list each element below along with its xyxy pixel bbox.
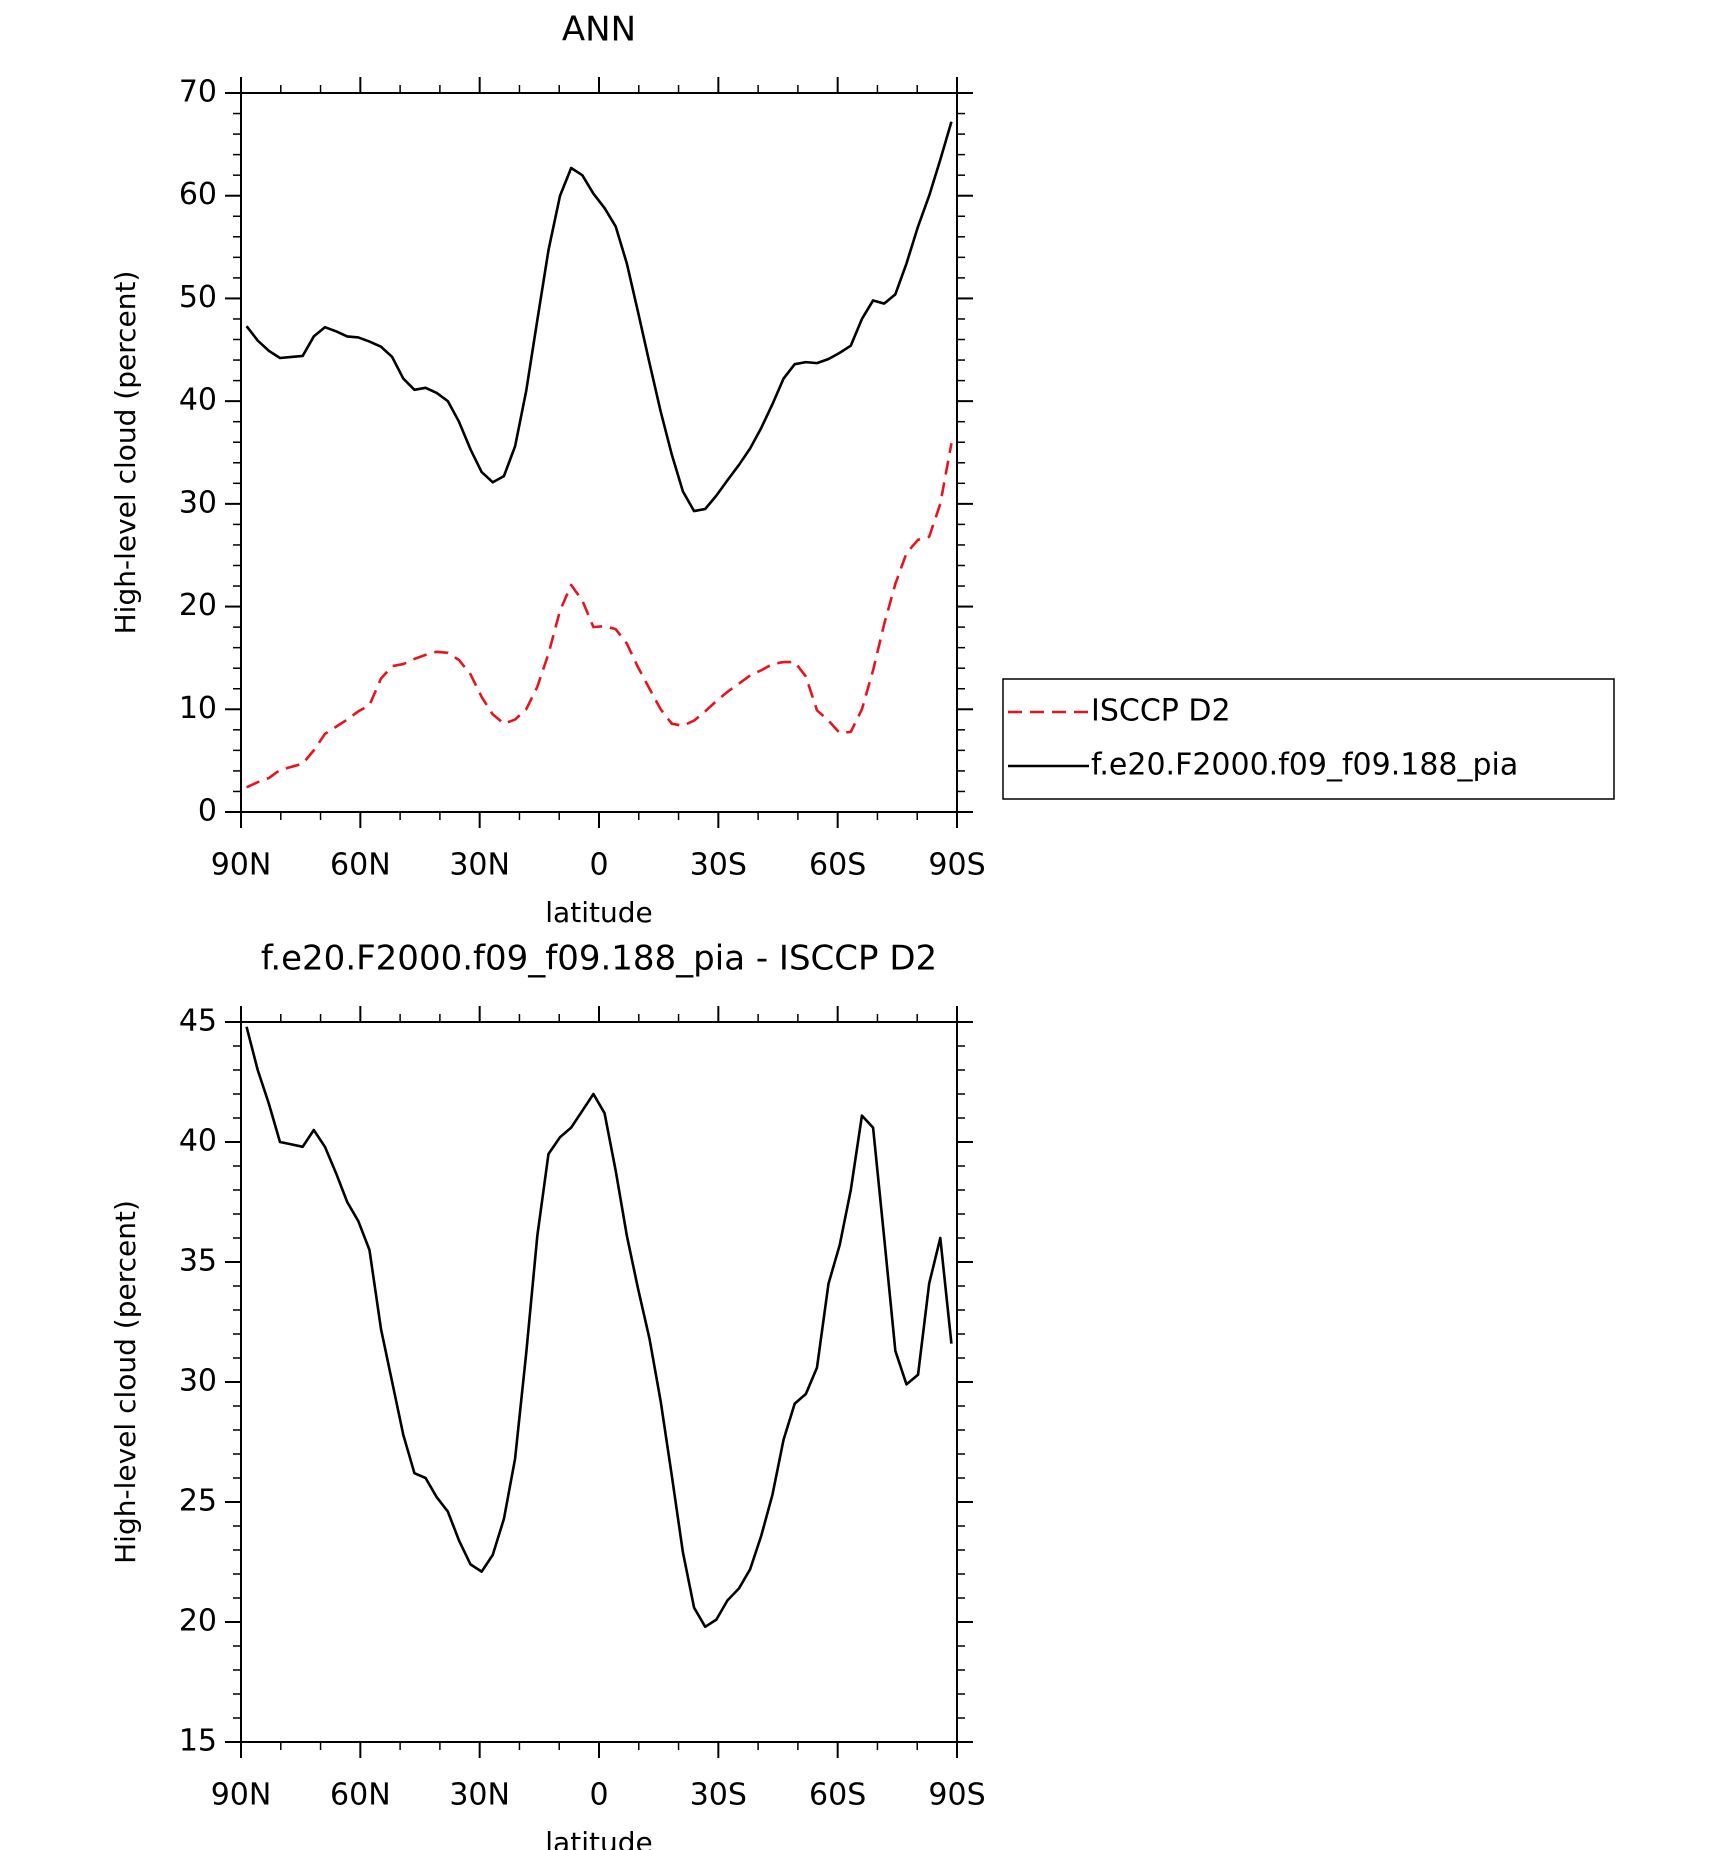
y-tick-label: 10 — [179, 691, 217, 726]
y-tick-label: 60 — [179, 177, 217, 212]
y-tick-label: 40 — [179, 383, 217, 418]
y-tick-label: 20 — [179, 588, 217, 623]
x-tick-label: 60N — [330, 848, 391, 883]
legend-box — [1002, 678, 1615, 800]
x-tick-label: 90N — [211, 848, 272, 883]
x-tick-label: 30S — [690, 848, 747, 883]
y-tick-label: 25 — [179, 1484, 217, 1519]
x-tick-label: 0 — [589, 848, 608, 883]
plot-frame — [240, 92, 958, 813]
data-line — [246, 443, 953, 789]
y-tick-label: 30 — [179, 1364, 217, 1399]
y-tick-label: 35 — [179, 1244, 217, 1279]
y-tick-label: 15 — [179, 1724, 217, 1759]
x-tick-label: 90S — [928, 848, 985, 883]
x-tick-label: 60S — [809, 848, 866, 883]
y-axis-label: High-level cloud (percent) — [109, 1200, 142, 1564]
x-tick-label: 30N — [449, 848, 510, 883]
y-tick-label: 45 — [179, 1004, 217, 1039]
plot-frame — [240, 1021, 958, 1743]
chart-title: f.e20.F2000.f09_f09.188_pia - ISCCP D2 — [261, 939, 937, 979]
x-tick-label: 30S — [690, 1778, 747, 1813]
legend-label: ISCCP D2 — [1091, 694, 1231, 729]
y-axis-label: High-level cloud (percent) — [109, 271, 142, 635]
chart-title: ANN — [562, 10, 636, 50]
legend-label: f.e20.F2000.f09_f09.188_pia — [1091, 748, 1518, 783]
x-tick-label: 90N — [211, 1778, 272, 1813]
y-tick-label: 30 — [179, 485, 217, 520]
data-line — [245, 1026, 953, 1629]
x-tick-label: 90S — [928, 1778, 985, 1813]
x-axis-label: latitude — [545, 896, 652, 929]
x-tick-label: 60S — [809, 1778, 866, 1813]
x-tick-label: 30N — [449, 1778, 510, 1813]
y-tick-label: 40 — [179, 1124, 217, 1159]
x-axis-label: latitude — [545, 1826, 652, 1850]
y-tick-label: 50 — [179, 280, 217, 315]
y-tick-label: 0 — [198, 794, 217, 829]
data-line — [245, 121, 953, 513]
x-tick-label: 60N — [330, 1778, 391, 1813]
y-tick-label: 20 — [179, 1604, 217, 1639]
x-tick-label: 0 — [589, 1778, 608, 1813]
y-tick-label: 70 — [179, 75, 217, 110]
